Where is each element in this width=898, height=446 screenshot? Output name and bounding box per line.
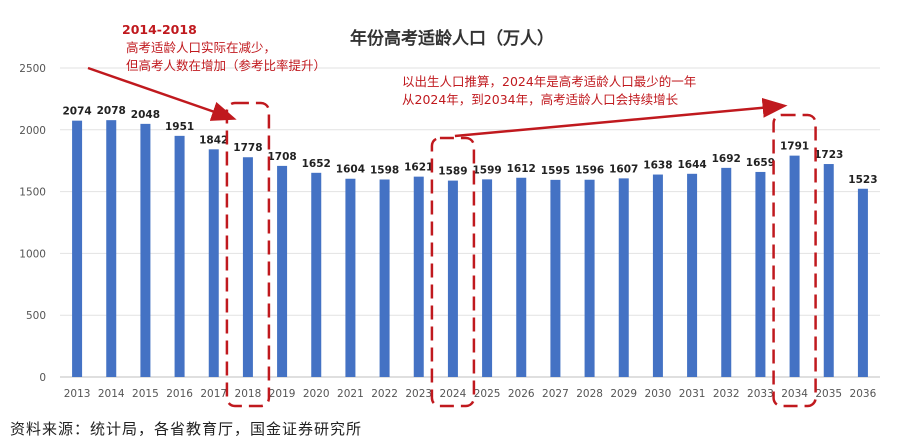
annotation-1-line-3: 但高考人数在增加（参考比率提升）: [126, 58, 326, 73]
annotation-2-line-1: 以出生人口推算，2024年是高考适龄人口最少的一年: [402, 74, 696, 89]
bar: [345, 178, 356, 377]
annotation-1-line-2: 高考适龄人口实际在减少，: [126, 40, 276, 55]
bar: [447, 180, 458, 377]
y-tick-label: 2500: [19, 63, 46, 75]
x-tick-label: 2023: [405, 388, 432, 400]
x-tick-label: 2019: [269, 388, 296, 400]
data-label: 1692: [712, 153, 741, 165]
annotation-1-line-1: 2014-2018: [122, 22, 197, 37]
data-label: 1599: [472, 164, 501, 176]
x-tick-label: 2021: [337, 388, 364, 400]
highlight-boxes: [87, 66, 817, 408]
data-label: 1723: [814, 149, 843, 161]
x-tick-label: 2029: [610, 388, 637, 400]
x-tick-label: 2034: [781, 388, 808, 400]
bar: [379, 179, 390, 377]
data-label: 1778: [233, 142, 262, 154]
x-tick-label: 2014: [98, 388, 125, 400]
data-label: 2078: [97, 105, 126, 117]
data-label: 1612: [507, 163, 536, 175]
bar: [482, 179, 493, 377]
chart-title: 年份高考适龄人口（万人）: [350, 28, 554, 49]
bar-series: 2074 2078 2048 1951 1842 1778 1708 1652 1604 1598…: [62, 105, 878, 378]
data-label: 1791: [780, 141, 809, 153]
bar: [242, 157, 253, 377]
bar: [857, 188, 868, 377]
data-label: 1598: [370, 164, 399, 176]
bar: [584, 179, 595, 377]
bar: [823, 164, 834, 377]
x-tick-label: 2027: [542, 388, 569, 400]
y-tick-label: 0: [39, 372, 46, 384]
bar: [106, 120, 117, 377]
bar: [311, 172, 322, 377]
bar: [755, 171, 766, 377]
bar: [687, 173, 698, 377]
bar: [277, 165, 288, 377]
y-tick-label: 2000: [19, 125, 46, 137]
data-label: 1708: [267, 151, 296, 163]
x-tick-label: 2028: [576, 388, 603, 400]
x-tick-label: 2020: [303, 388, 330, 400]
data-label: 1621: [404, 162, 433, 174]
data-label: 1589: [438, 166, 467, 178]
data-label: 2048: [131, 109, 160, 121]
highlight-box-2034: [772, 113, 817, 408]
data-label: 1652: [302, 158, 331, 170]
data-label: 1523: [848, 174, 877, 186]
data-label: 1638: [643, 160, 672, 172]
bar: [618, 178, 629, 377]
bar: [174, 135, 185, 377]
data-label: 1607: [609, 163, 638, 175]
x-tick-label: 2026: [508, 388, 535, 400]
bar: [72, 120, 83, 378]
x-tick-label: 2031: [679, 388, 706, 400]
data-label: 1842: [199, 134, 228, 146]
data-label: 1595: [541, 165, 570, 177]
source-note: 资料来源：统计局，各省教育厅，国金证券研究所: [10, 420, 363, 438]
bar: [721, 167, 732, 377]
bar: [140, 123, 151, 377]
y-tick-label: 1500: [19, 187, 46, 199]
x-tick-label: 2024: [440, 388, 467, 400]
x-tick-label: 2032: [713, 388, 740, 400]
data-label: 1951: [165, 121, 194, 133]
x-tick-label: 2033: [747, 388, 774, 400]
x-tick-label: 2025: [474, 388, 501, 400]
x-tick-label: 2036: [850, 388, 877, 400]
bar: [550, 179, 561, 377]
x-tick-label: 2018: [235, 388, 262, 400]
y-tick-label: 1000: [19, 248, 46, 260]
x-tick-label: 2030: [645, 388, 672, 400]
bar: [516, 177, 527, 377]
x-tick-label: 2017: [200, 388, 227, 400]
y-tick-label: 500: [26, 310, 46, 322]
highlight-box-2018: [225, 101, 271, 408]
x-tick-label: 2035: [815, 388, 842, 400]
x-tick-label: 2015: [132, 388, 159, 400]
annotation-arrow-2: [454, 97, 788, 138]
data-label: 1659: [746, 157, 775, 169]
gridlines: [60, 67, 880, 378]
annotations: 2014-2018 高考适龄人口实际在减少， 但高考人数在增加（参考比率提升） …: [122, 22, 696, 107]
x-tick-label: 2022: [371, 388, 398, 400]
data-label: 2074: [62, 106, 91, 118]
bar: [789, 155, 800, 377]
annotation-arrow-1: [87, 66, 237, 121]
bar: [652, 174, 663, 377]
annotation-2-line-2: 从2024年，到2034年，高考适龄人口会持续增长: [402, 92, 679, 107]
bar: [208, 149, 219, 377]
bar: [413, 176, 424, 377]
x-tick-label: 2013: [64, 388, 91, 400]
y-axis-ticks: 0 500 1000 1500 2000 2500: [19, 63, 46, 384]
x-tick-label: 2016: [166, 388, 193, 400]
data-label: 1604: [336, 164, 365, 176]
data-label: 1596: [575, 165, 604, 177]
highlight-box-2024: [430, 136, 476, 408]
data-label: 1644: [677, 159, 706, 171]
x-axis-ticks: 2013 2014 2015 2016 2017 2018 2019 2020 2021 2022…: [64, 388, 877, 400]
